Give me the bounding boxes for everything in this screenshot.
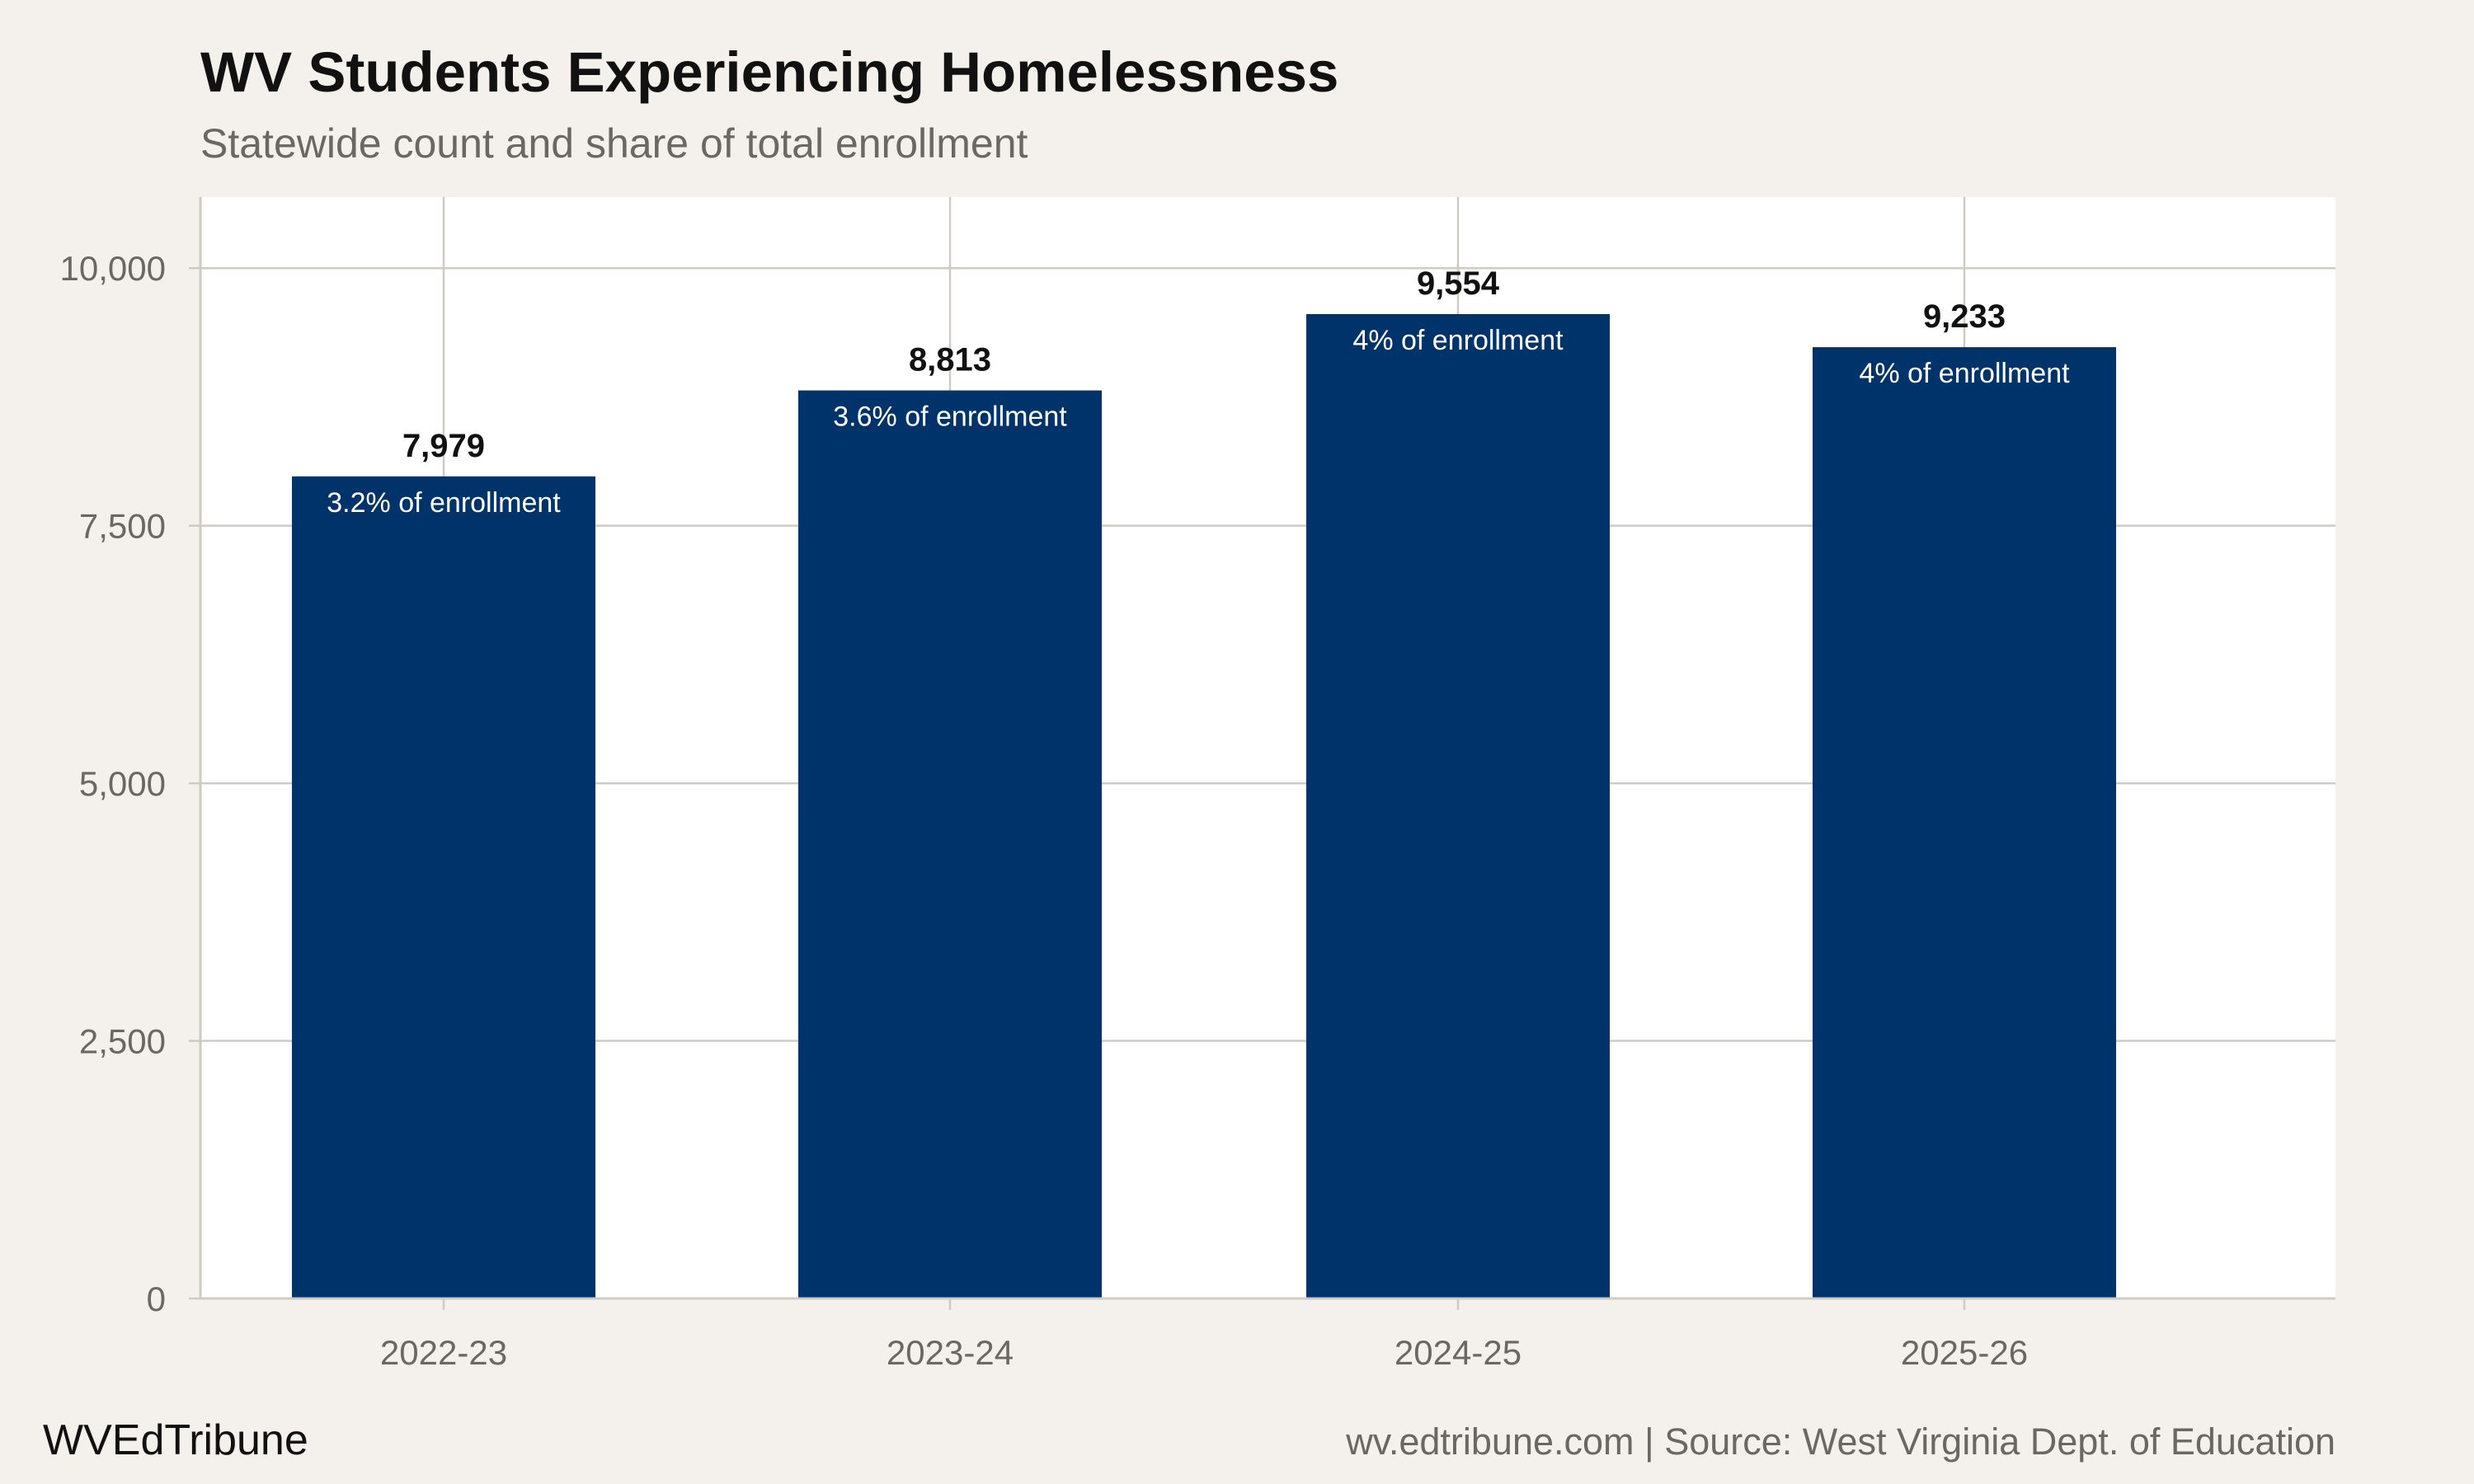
axes: 0 2,500 5,000 7,500 10,000 2022-23 2023-24 2024… bbox=[60, 197, 2335, 1372]
y-tick-label: 0 bbox=[147, 1280, 166, 1318]
bar bbox=[292, 476, 595, 1298]
footer-brand: WVEdTribune bbox=[43, 1416, 308, 1464]
bar-value-label: 9,233 bbox=[1923, 298, 2006, 335]
bar-value-label: 7,979 bbox=[402, 428, 485, 464]
x-tick-label: 2025-26 bbox=[1901, 1333, 2028, 1372]
chart-title: WV Students Experiencing Homelessness bbox=[200, 40, 1338, 104]
bars: 7,979 3.2% of enrollment 8,813 3.6% of enro… bbox=[292, 265, 2116, 1299]
bar-value-label: 8,813 bbox=[909, 342, 991, 378]
bar bbox=[1813, 347, 2116, 1298]
bar-share-label: 4% of enrollment bbox=[1859, 358, 2070, 389]
bar-value-label: 9,554 bbox=[1417, 265, 1500, 302]
bar-share-label: 3.6% of enrollment bbox=[833, 402, 1067, 433]
y-tick-label: 10,000 bbox=[60, 249, 166, 288]
y-tick-label: 5,000 bbox=[79, 764, 166, 803]
y-tick-label: 7,500 bbox=[79, 507, 166, 546]
bar-share-label: 3.2% of enrollment bbox=[327, 487, 561, 519]
x-tick-label: 2022-23 bbox=[380, 1333, 507, 1372]
chart-subtitle: Statewide count and share of total enrol… bbox=[200, 120, 1028, 167]
y-tick-label: 2,500 bbox=[79, 1022, 166, 1061]
footer-source: wv.edtribune.com | Source: West Virginia… bbox=[1345, 1421, 2335, 1463]
bar-share-label: 4% of enrollment bbox=[1352, 325, 1564, 356]
bar bbox=[1306, 313, 1610, 1299]
x-tick-label: 2024-25 bbox=[1395, 1333, 1522, 1372]
x-tick-label: 2023-24 bbox=[887, 1333, 1014, 1372]
bar bbox=[798, 390, 1102, 1299]
